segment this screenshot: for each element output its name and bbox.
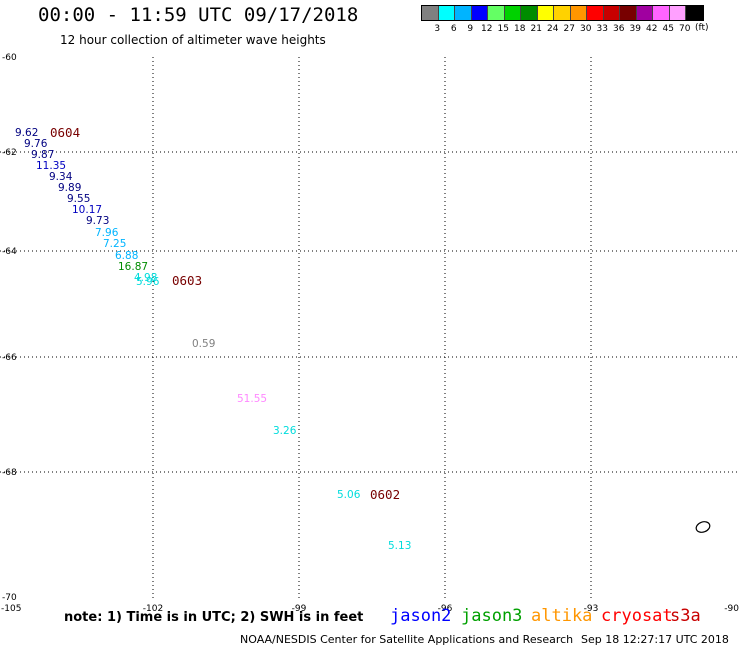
- legend-swatch: [504, 6, 521, 20]
- time-marker-label: 0604: [50, 125, 80, 140]
- legend-swatch: [587, 6, 604, 20]
- legend-labels: 3 6 9 12 15 18 21 24 27 30 33 36 39 42 45 70: [421, 24, 704, 34]
- legend-tick-label: 30: [580, 24, 592, 34]
- latitude-label: -66: [2, 353, 17, 363]
- wave-height-label: 9.87: [31, 149, 54, 161]
- longitude-label: -102: [143, 604, 163, 614]
- legend-tick-label: 70: [679, 24, 691, 34]
- wave-height-label: 9.34: [49, 171, 73, 183]
- page-subtitle: 12 hour collection of altimeter wave hei…: [60, 33, 326, 47]
- legend-swatch: [455, 6, 472, 20]
- footer-note: note: 1) Time is in UTC; 2) SWH is in fe…: [64, 610, 364, 625]
- legend-swatch: [488, 6, 505, 20]
- longitude-label: -99: [292, 604, 307, 614]
- longitude-label: -105: [1, 604, 21, 614]
- satellite-label-jason3: jason3: [461, 606, 523, 626]
- legend-swatch: [438, 6, 455, 20]
- wave-height-label: 10.17: [72, 204, 102, 216]
- map-grid: [0, 57, 737, 600]
- time-markers: 0604 0603 0602: [50, 125, 400, 502]
- wave-height-label: 6.88: [115, 250, 138, 262]
- legend-swatch: [603, 6, 620, 20]
- wave-height-label: 11.35: [36, 160, 66, 172]
- wave-height-label: 9.89: [58, 182, 81, 194]
- legend-tick-label: 6: [450, 24, 457, 34]
- legend-tick-label: 3: [434, 24, 441, 34]
- legend-unit: (ft): [695, 23, 709, 33]
- satellite-label-cryosat: cryosat: [601, 606, 673, 626]
- legend-tick-label: 45: [662, 24, 674, 34]
- footer-timestamp: Sep 18 12:27:17 UTC 2018: [581, 633, 729, 646]
- legend-tick-label: 42: [646, 24, 658, 34]
- satellite-label-altika: altika: [531, 606, 593, 626]
- legend-tick-label: 15: [497, 24, 509, 34]
- wave-height-label: 9.62: [15, 127, 38, 139]
- legend-swatch: [636, 6, 653, 20]
- legend-swatch: [422, 6, 439, 20]
- wave-height-label: 9.55: [67, 193, 90, 205]
- legend-swatch: [521, 6, 538, 20]
- time-marker-label: 0602: [370, 487, 400, 502]
- color-legend: 3 6 9 12 15 18 21 24 27 30 33 36 39 42 45 70 (ft): [421, 5, 709, 34]
- legend-swatch: [471, 6, 488, 20]
- legend-tick-label: 21: [530, 24, 542, 34]
- wave-height-label: 4.98: [134, 272, 157, 284]
- longitude-label: -96: [438, 604, 453, 614]
- legend-swatch: [570, 6, 587, 20]
- legend-swatch: [669, 6, 686, 20]
- legend-tick-label: 24: [547, 24, 559, 34]
- time-marker-label: 0603: [172, 273, 202, 288]
- legend-tick-label: 27: [563, 24, 575, 34]
- legend-swatch: [554, 6, 571, 20]
- latitude-label: -70: [2, 593, 17, 603]
- longitude-labels: -105 -102 -99 -96 -93 -90: [1, 604, 739, 614]
- legend-swatch: [620, 6, 637, 20]
- latitude-label: -60: [2, 53, 17, 63]
- satellite-label-s3a: s3a: [670, 606, 701, 626]
- wave-height-label: 3.26: [273, 425, 297, 437]
- wave-height-label: 51.55: [237, 393, 267, 405]
- island-outline: [695, 521, 711, 533]
- legend-tick-label: 9: [467, 24, 474, 34]
- wave-height-label: 5.13: [388, 540, 411, 552]
- legend-swatch: [537, 6, 554, 20]
- longitude-label: -93: [584, 604, 599, 614]
- wave-height-label: 5.96: [136, 276, 160, 288]
- legend-tick-label: 39: [629, 24, 641, 34]
- legend-tick-label: 36: [613, 24, 625, 34]
- satellite-label-jason2: jason2: [390, 606, 452, 626]
- latitude-label: -68: [2, 468, 17, 478]
- legend-swatch: [686, 6, 703, 20]
- legend-swatch: [653, 6, 670, 20]
- wave-height-label: 16.87: [118, 261, 148, 273]
- longitude-label: -90: [724, 604, 739, 614]
- legend-color-bar: [421, 5, 704, 21]
- wave-height-label: 0.59: [192, 338, 215, 350]
- footer-credit: NOAA/NESDIS Center for Satellite Applica…: [240, 633, 574, 646]
- wave-height-label: 7.96: [95, 227, 119, 239]
- legend-tick-label: 33: [596, 24, 608, 34]
- wave-height-label: 5.06: [337, 489, 361, 501]
- wave-height-label: 7.25: [103, 238, 126, 250]
- observations: 9.629.769.8711.359.349.899.5510.179.737.…: [15, 127, 411, 552]
- wave-height-label: 9.76: [24, 138, 48, 150]
- latitude-label: -62: [2, 148, 17, 158]
- wave-height-label: 9.73: [86, 215, 109, 227]
- latitude-label: -64: [2, 247, 17, 257]
- page-title: 00:00 - 11:59 UTC 09/17/2018: [38, 4, 359, 26]
- latitude-labels: -60 -62 -64 -66 -68 -70: [2, 53, 17, 603]
- legend-tick-label: 18: [514, 24, 526, 34]
- legend-tick-label: 12: [481, 24, 493, 34]
